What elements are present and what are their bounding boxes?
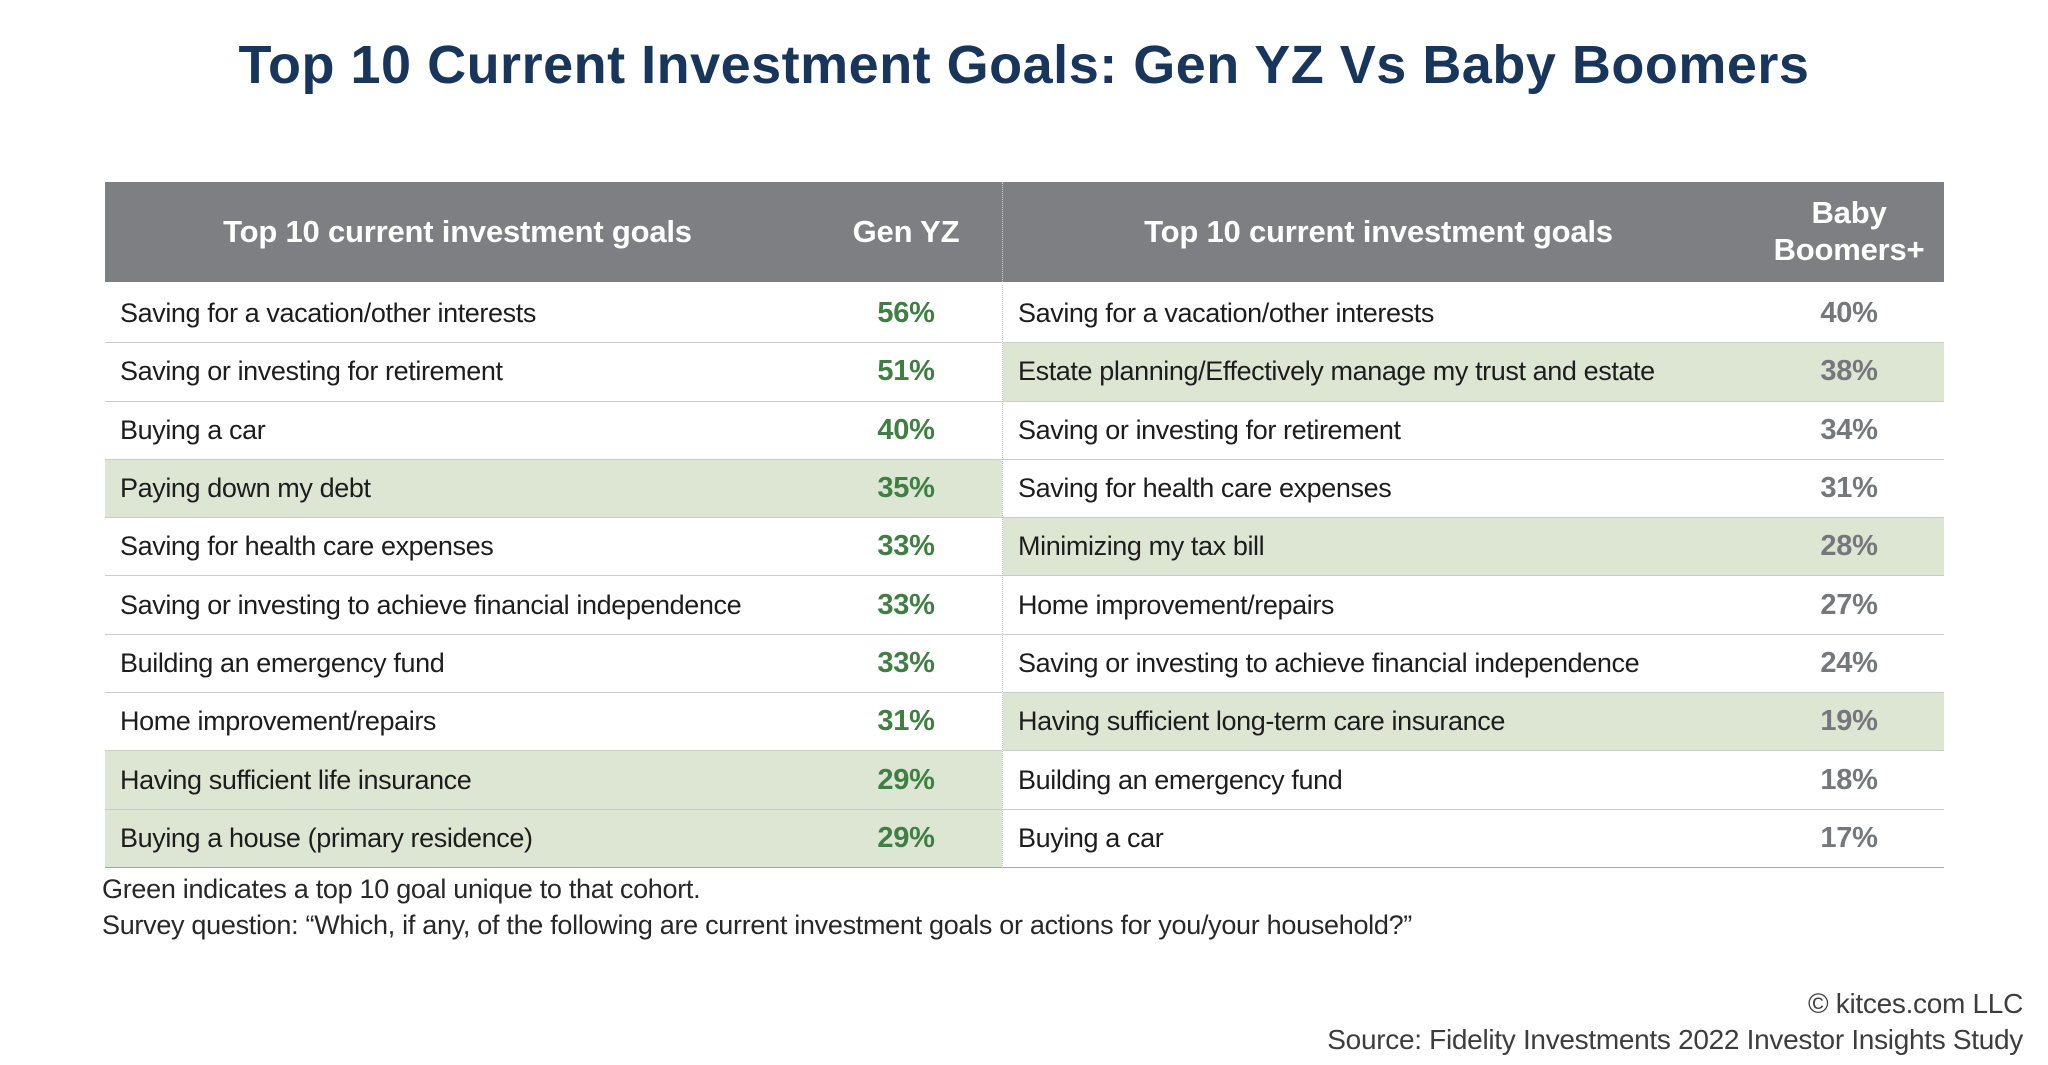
- copyright-text: © kitces.com LLC: [1807, 988, 2023, 1019]
- value-cell: 35%: [877, 472, 935, 505]
- comparison-table: Top 10 current investment goals Gen YZ T…: [105, 182, 1944, 868]
- table-row: Saving or investing for retirement 51%: [105, 343, 1002, 402]
- goal-cell: Buying a house (primary residence): [120, 822, 533, 853]
- goal-cell: Saving for a vacation/other interests: [120, 298, 536, 329]
- value-cell: 33%: [877, 646, 935, 679]
- table-row: Saving for health care expenses 33%: [105, 518, 1002, 577]
- table-row: Buying a car 17%: [1003, 809, 1944, 868]
- table-row: Estate planning/Effectively manage my tr…: [1003, 343, 1944, 402]
- table-row: Saving for a vacation/other interests 56%: [105, 285, 1002, 344]
- value-cell: 31%: [1820, 472, 1878, 505]
- table-row: Saving for a vacation/other interests 40%: [1003, 285, 1944, 344]
- table-row: Building an emergency fund 18%: [1003, 751, 1944, 810]
- value-cell: 18%: [1820, 763, 1878, 796]
- genyz-column: Saving for a vacation/other interests 56%…: [105, 285, 1002, 868]
- survey-question-note: Survey question: “Which, if any, of the …: [102, 909, 1412, 940]
- footnotes: Green indicates a top 10 goal unique to …: [102, 872, 1412, 943]
- header-boomers-goals: Top 10 current investment goals: [1002, 182, 1754, 282]
- value-cell: 28%: [1820, 530, 1878, 563]
- goal-cell: Building an emergency fund: [120, 647, 445, 678]
- goal-cell: Saving for health care expenses: [1018, 473, 1392, 504]
- source-text: Source: Fidelity Investments 2022 Invest…: [1327, 1023, 2023, 1055]
- value-cell: 29%: [877, 821, 935, 854]
- table-row: Saving or investing to achieve financial…: [105, 576, 1002, 635]
- value-cell: 24%: [1820, 646, 1878, 679]
- value-cell: 33%: [877, 588, 935, 621]
- table-row: Saving for health care expenses 31%: [1003, 459, 1944, 519]
- value-cell: 17%: [1820, 821, 1878, 854]
- table-row: Having sufficient long-term care insuran…: [1003, 693, 1944, 752]
- legend-note: Green indicates a top 10 goal unique to …: [102, 874, 701, 904]
- value-cell: 51%: [877, 355, 935, 388]
- table-row: Paying down my debt 35%: [105, 459, 1002, 519]
- goal-cell: Saving or investing to achieve financial…: [1018, 647, 1640, 678]
- goal-cell: Having sufficient long-term care insuran…: [1018, 706, 1505, 737]
- table-row: Saving or investing for retirement 34%: [1003, 401, 1944, 460]
- value-cell: 19%: [1820, 705, 1878, 738]
- value-cell: 34%: [1820, 413, 1878, 446]
- attribution: © kitces.com LLC Source: Fidelity Invest…: [1327, 986, 2023, 1058]
- goal-cell: Paying down my debt: [120, 473, 371, 504]
- page-title: Top 10 Current Investment Goals: Gen YZ …: [238, 35, 1810, 95]
- table-row: Saving or investing to achieve financial…: [1003, 634, 1944, 694]
- table-row: Home improvement/repairs 27%: [1003, 576, 1944, 635]
- goal-cell: Home improvement/repairs: [120, 706, 437, 737]
- table-row: Having sufficient life insurance 29%: [105, 751, 1002, 810]
- value-cell: 56%: [877, 297, 935, 330]
- value-cell: 27%: [1820, 588, 1878, 621]
- value-cell: 31%: [877, 705, 935, 738]
- value-cell: 40%: [1820, 297, 1878, 330]
- boomers-column: Saving for a vacation/other interests 40%…: [1002, 285, 1944, 868]
- table-body: Saving for a vacation/other interests 56%…: [105, 285, 1944, 868]
- table-row: Home improvement/repairs 31%: [105, 693, 1002, 752]
- goal-cell: Saving for health care expenses: [120, 531, 494, 562]
- goal-cell: Building an emergency fund: [1018, 764, 1343, 795]
- goal-cell: Having sufficient life insurance: [120, 764, 472, 795]
- goal-cell: Saving or investing to achieve financial…: [120, 589, 742, 620]
- header-genyz-goals: Top 10 current investment goals: [223, 214, 692, 249]
- goal-cell: Minimizing my tax bill: [1018, 531, 1265, 562]
- goal-cell: Saving or investing for retirement: [1018, 414, 1401, 445]
- header-boomers-value: Baby Boomers+: [1773, 195, 1925, 267]
- goal-cell: Home improvement/repairs: [1018, 589, 1335, 620]
- table-row: Minimizing my tax bill 28%: [1003, 518, 1944, 577]
- goal-cell: Saving or investing for retirement: [120, 356, 503, 387]
- goal-cell: Saving for a vacation/other interests: [1018, 298, 1434, 329]
- value-cell: 38%: [1820, 355, 1878, 388]
- goal-cell: Buying a car: [1018, 822, 1164, 853]
- table-row: Buying a car 40%: [105, 401, 1002, 460]
- goal-cell: Estate planning/Effectively manage my tr…: [1018, 356, 1655, 387]
- header-genyz-value: Gen YZ: [852, 214, 960, 249]
- table-row: Building an emergency fund 33%: [105, 634, 1002, 694]
- table-row: Buying a house (primary residence) 29%: [105, 809, 1002, 868]
- table-header-row: Top 10 current investment goals Gen YZ T…: [105, 182, 1944, 285]
- goal-cell: Buying a car: [120, 414, 266, 445]
- value-cell: 33%: [877, 530, 935, 563]
- value-cell: 40%: [877, 413, 935, 446]
- value-cell: 29%: [877, 763, 935, 796]
